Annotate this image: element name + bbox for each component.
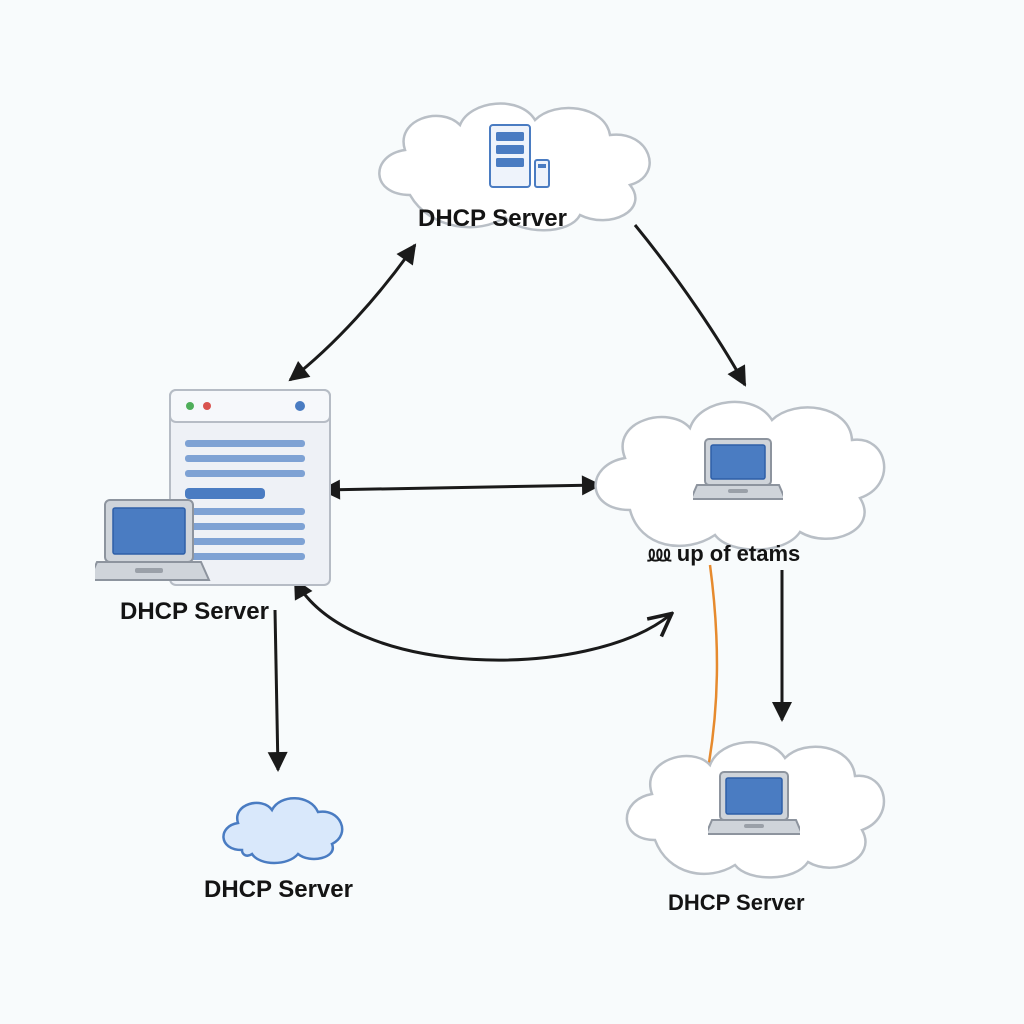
edge-left-to-right [322,485,600,490]
node-label: ⅏ up of etaṁs [648,538,800,568]
node-left-server: DHCP Server [95,380,345,650]
node-small-cloud: DHCP Server [210,790,380,920]
laptop-icon [693,435,783,507]
node-bottom-cloud: DHCP Server [610,720,890,930]
small-cloud-icon [210,790,355,865]
node-label: DHCP Server [204,876,353,904]
node-label: DHCP Server [668,890,805,916]
edge-left-to-right-curve [295,580,670,660]
node-right-cloud: ⅏ up of etaṁs [580,380,890,590]
edge-top-to-left [290,245,415,380]
server-icon [485,120,555,195]
laptop-icon [708,768,800,842]
node-top-cloud: DHCP Server [360,85,670,265]
diagram-canvas: DHCP Server DHCP Server [0,0,1024,1024]
server-stack-icon [95,380,345,610]
node-label: DHCP Server [120,598,269,626]
node-label: DHCP Server [418,205,567,233]
